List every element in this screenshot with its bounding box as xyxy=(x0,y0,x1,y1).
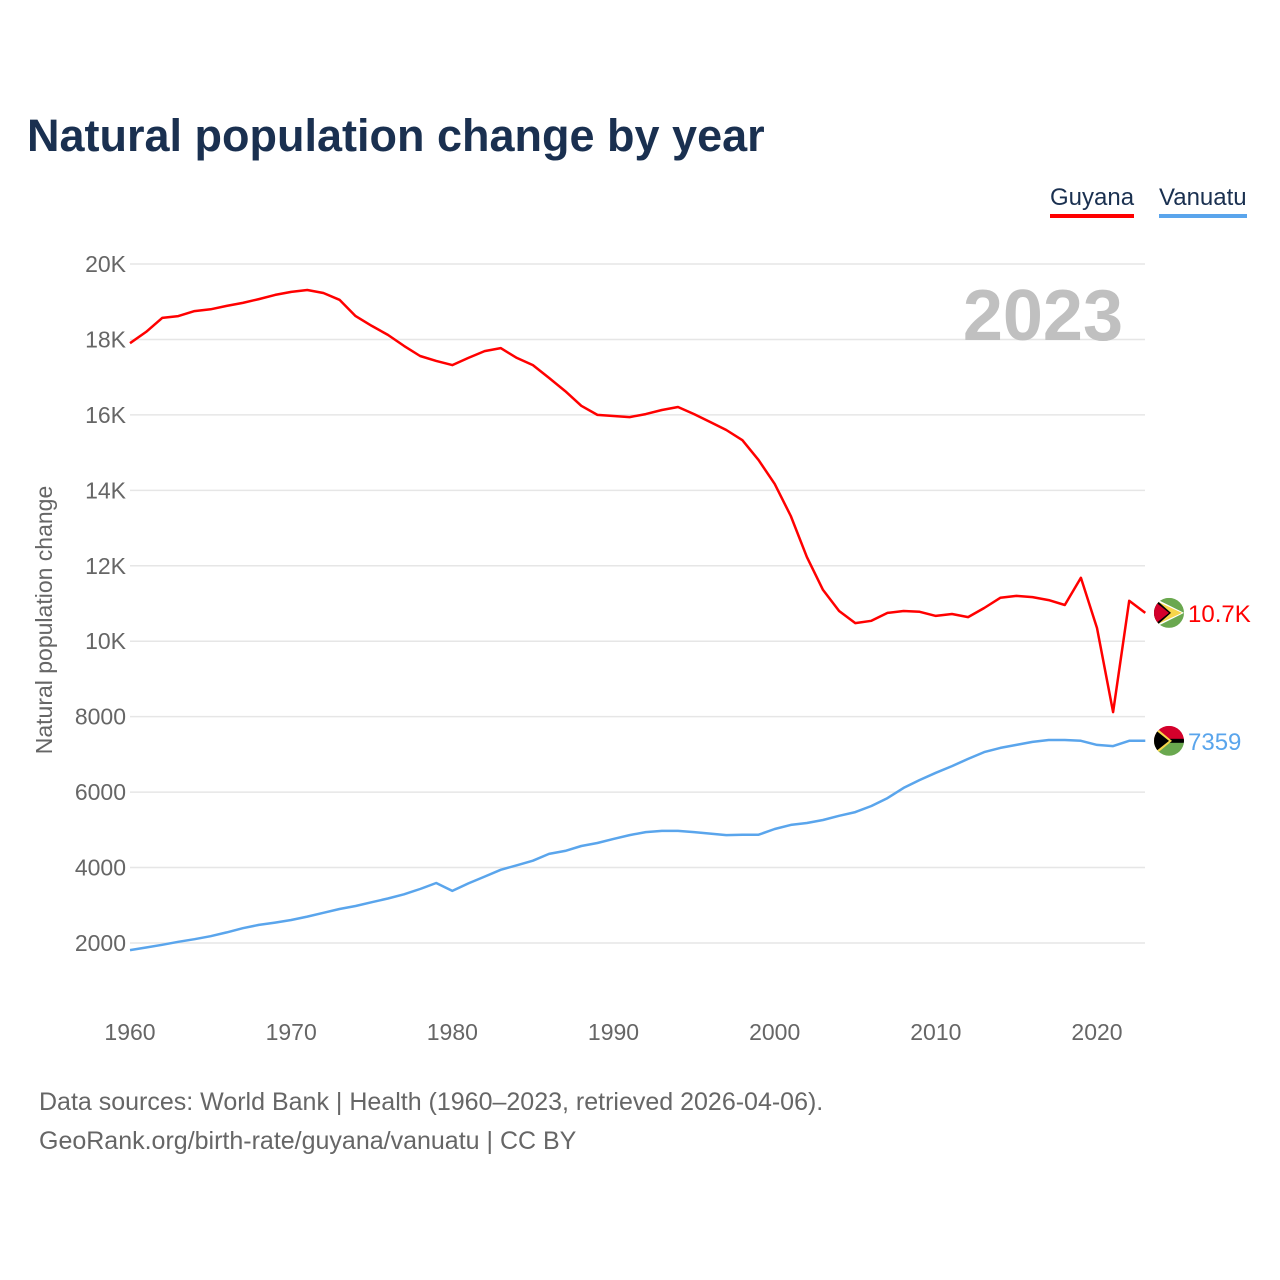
y-tick-label: 12K xyxy=(85,553,127,579)
y-tick-label: 10K xyxy=(85,628,127,654)
flag-triangle xyxy=(1154,600,1169,625)
series-line-guyana xyxy=(129,288,1147,714)
y-tick-label: 8000 xyxy=(75,704,126,730)
flag-shape xyxy=(1154,725,1184,756)
chart-title: Natural population change by year xyxy=(27,110,765,161)
y-tick-label: 16K xyxy=(85,402,127,428)
y-tick-label: 2000 xyxy=(75,930,126,956)
y-tick-label: 18K xyxy=(85,326,127,352)
source-line-2[interactable]: GeoRank.org/birth-rate/guyana/vanuatu | … xyxy=(39,1127,577,1155)
source-line-1: Data sources: World Bank | Health (1960–… xyxy=(39,1088,824,1116)
guyana-flag-icon xyxy=(1154,597,1184,628)
legend-item-vanuatu[interactable]: Vanuatu xyxy=(1159,184,1247,218)
flag-triangle xyxy=(1154,728,1169,753)
x-tick-label: 1980 xyxy=(427,1019,478,1045)
y-tick-label: 14K xyxy=(85,477,127,503)
y-tick-label: 20K xyxy=(85,251,127,277)
y-axis-label: Natural population change xyxy=(31,486,57,755)
end-label-guyana: 10.7K xyxy=(1188,601,1251,628)
y-tick-label: 4000 xyxy=(75,855,126,881)
series-line-vanuatu xyxy=(129,738,1146,952)
x-tick-label: 2020 xyxy=(1071,1019,1122,1045)
year-watermark: 2023 xyxy=(963,276,1123,356)
x-tick-label: 1990 xyxy=(588,1019,639,1045)
flag-shape xyxy=(1154,597,1184,628)
legend-item-guyana[interactable]: Guyana xyxy=(1050,184,1135,218)
x-tick-label: 1970 xyxy=(266,1019,317,1045)
x-tick-label: 2010 xyxy=(910,1019,961,1045)
vanuatu-flag-icon xyxy=(1154,725,1184,756)
x-tick-label: 2000 xyxy=(749,1019,800,1045)
plot-area: 2000 4000 6000 8000 10K 12K 14K 16K 18K 20K 1960 19… xyxy=(31,251,1251,1045)
x-tick-label: 1960 xyxy=(104,1019,155,1045)
y-tick-label: 6000 xyxy=(75,779,126,805)
end-label-vanuatu: 7359 xyxy=(1188,729,1241,756)
